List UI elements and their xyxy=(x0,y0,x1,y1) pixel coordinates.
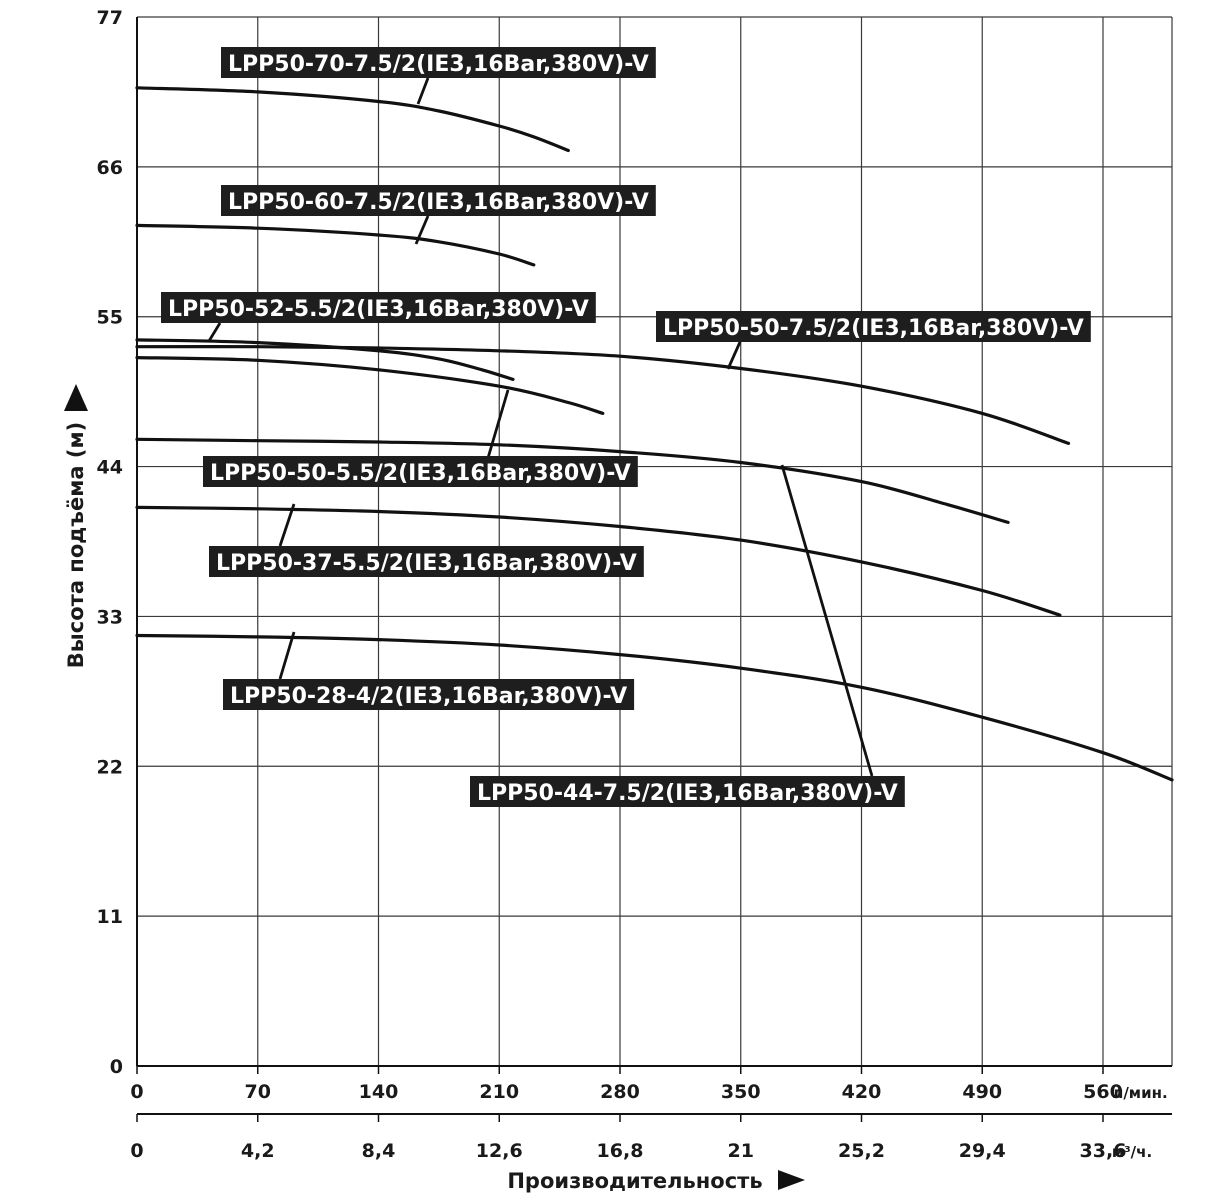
series-label-text: LPP50-52-5.5/2(IE3,16Bar,380V)-V xyxy=(168,297,589,322)
x-tick-label-m3h: 8,4 xyxy=(362,1140,396,1162)
series-label-box xyxy=(221,185,656,216)
x-tick-label-m3h: 0 xyxy=(130,1140,143,1162)
series-line-8 xyxy=(135,633,1174,782)
x-tick-label-m3h: 33,6 xyxy=(1080,1140,1127,1162)
y-axis-title: Высота подъёма (м) xyxy=(64,422,88,668)
y-tick-label: 22 xyxy=(97,756,123,778)
series-label-1: LPP50-70-7.5/2(IE3,16Bar,380V)-V xyxy=(221,47,656,78)
series-label-text: LPP50-60-7.5/2(IE3,16Bar,380V)-V xyxy=(228,190,649,215)
x-tick-label-lmin: 70 xyxy=(245,1081,271,1103)
series-line-5 xyxy=(135,356,605,415)
series-label-text: LPP50-28-4/2(IE3,16Bar,380V)-V xyxy=(230,684,627,709)
y-tick-label: 66 xyxy=(97,157,123,179)
y-tick-label: 44 xyxy=(97,457,123,479)
series-label-text: LPP50-37-5.5/2(IE3,16Bar,380V)-V xyxy=(216,551,637,576)
x-tick-label-lmin: 350 xyxy=(721,1081,761,1103)
y-tick-label: 0 xyxy=(110,1056,123,1078)
x-tick-label-m3h: 12,6 xyxy=(476,1140,523,1162)
series-leader-6 xyxy=(780,464,874,777)
x-unit-m3h: м³/ч. xyxy=(1112,1143,1152,1161)
x-tick-label-lmin: 140 xyxy=(359,1081,399,1103)
series-label-4: LPP50-50-7.5/2(IE3,16Bar,380V)-V xyxy=(656,311,1091,342)
series-leader-2 xyxy=(414,215,430,245)
series-label-6: LPP50-44-7.5/2(IE3,16Bar,380V)-V xyxy=(470,776,905,807)
series-label-box xyxy=(203,456,638,487)
y-axis-arrow xyxy=(64,384,88,411)
y-tick-label: 77 xyxy=(97,7,123,29)
series-line-6 xyxy=(135,437,1010,524)
x-tick-label-m3h: 16,8 xyxy=(597,1140,644,1162)
series-label-8: LPP50-28-4/2(IE3,16Bar,380V)-V xyxy=(223,679,635,710)
series-leader-8 xyxy=(278,631,296,680)
y-tick-label: 33 xyxy=(97,606,123,628)
series-label-text: LPP50-50-5.5/2(IE3,16Bar,380V)-V xyxy=(210,461,631,486)
series-leader-7 xyxy=(278,503,296,547)
x-tick-label-m3h: 4,2 xyxy=(241,1140,275,1162)
x-tick-label-lmin: 0 xyxy=(130,1081,143,1103)
series-label-7: LPP50-37-5.5/2(IE3,16Bar,380V)-V xyxy=(209,546,644,577)
series-label-5: LPP50-50-5.5/2(IE3,16Bar,380V)-V xyxy=(203,456,638,487)
x-tick-label-lmin: 280 xyxy=(600,1081,640,1103)
series-line-1 xyxy=(135,86,570,153)
x-tick-label-m3h: 25,2 xyxy=(838,1140,885,1162)
series-line-4 xyxy=(135,345,1071,445)
x-tick-label-lmin: 490 xyxy=(962,1081,1002,1103)
series-label-box xyxy=(223,679,635,710)
x-tick-label-lmin: 420 xyxy=(842,1081,882,1103)
series-leader-5 xyxy=(486,389,510,459)
x-tick-label-lmin: 560 xyxy=(1083,1081,1123,1103)
x-tick-label-lmin: 210 xyxy=(479,1081,519,1103)
series-label-2: LPP50-60-7.5/2(IE3,16Bar,380V)-V xyxy=(221,185,656,216)
series-label-box xyxy=(656,311,1091,342)
y-tick-label: 55 xyxy=(97,307,123,329)
series-label-box xyxy=(209,546,644,577)
series-label-text: LPP50-44-7.5/2(IE3,16Bar,380V)-V xyxy=(477,781,898,806)
series-label-box xyxy=(161,292,596,323)
x-axis-title: Производительность xyxy=(507,1169,762,1193)
x-axis-arrow xyxy=(778,1170,805,1190)
series-leader-4 xyxy=(726,341,742,370)
series-line-2 xyxy=(135,223,536,267)
series-label-box xyxy=(470,776,905,807)
series-line-7 xyxy=(135,505,1062,617)
y-tick-label: 11 xyxy=(97,906,123,928)
series-line-3 xyxy=(135,338,515,381)
series-leader-3 xyxy=(207,322,222,342)
x-tick-label-m3h: 29,4 xyxy=(959,1140,1006,1162)
series-label-text: LPP50-70-7.5/2(IE3,16Bar,380V)-V xyxy=(228,52,649,77)
series-label-text: LPP50-50-7.5/2(IE3,16Bar,380V)-V xyxy=(663,316,1084,341)
series-label-3: LPP50-52-5.5/2(IE3,16Bar,380V)-V xyxy=(161,292,596,323)
series-leader-1 xyxy=(416,77,430,105)
series-label-box xyxy=(221,47,656,78)
x-tick-label-m3h: 21 xyxy=(728,1140,754,1162)
x-unit-lmin: л/мин. xyxy=(1112,1084,1167,1102)
